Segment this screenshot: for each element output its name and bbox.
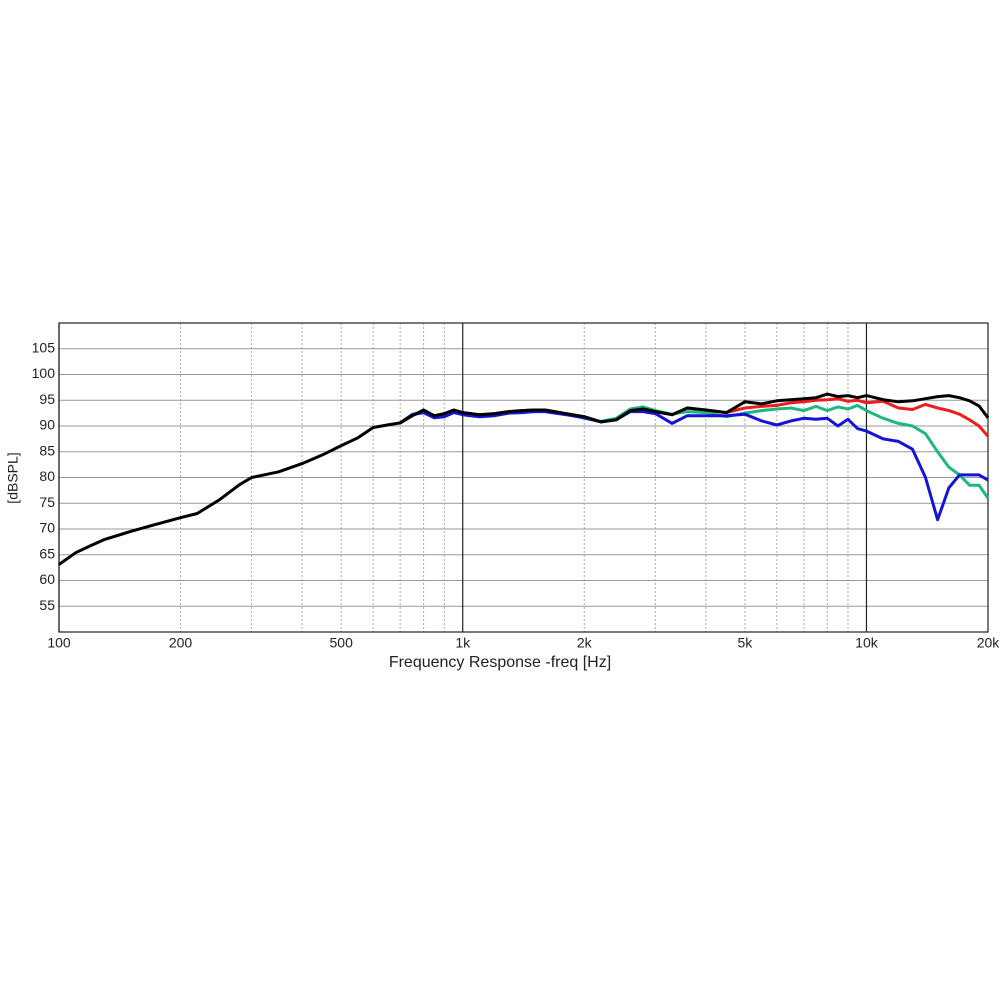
x-tick-label: 5k <box>738 635 754 651</box>
y-tick-label: 100 <box>32 365 56 381</box>
y-tick-label: 55 <box>39 597 55 613</box>
x-tick-label: 100 <box>47 635 71 651</box>
x-tick-label: 10k <box>855 635 879 651</box>
x-tick-label: 200 <box>169 635 193 651</box>
x-tick-label: 2k <box>577 635 593 651</box>
y-tick-label: 90 <box>39 417 55 433</box>
y-tick-label: 85 <box>39 442 55 458</box>
plot-border <box>58 322 989 633</box>
y-tick-label: 75 <box>39 494 55 510</box>
y-tick-label: 65 <box>39 545 55 561</box>
series-line <box>58 392 990 566</box>
y-tick-label: 105 <box>32 339 56 355</box>
x-tick-label: 20k <box>977 635 1000 651</box>
y-tick-label: 70 <box>39 520 55 536</box>
y-axis-label: [dBSPL] <box>5 452 21 503</box>
x-tick-label: 1k <box>455 635 471 651</box>
y-tick-label: 95 <box>39 391 55 407</box>
series-line <box>399 410 989 522</box>
y-tick-label: 80 <box>39 468 55 484</box>
x-axis-label: Frequency Response -freq [Hz] <box>389 654 611 671</box>
x-tick-label: 500 <box>330 635 354 651</box>
y-tick-label: 60 <box>39 571 55 587</box>
